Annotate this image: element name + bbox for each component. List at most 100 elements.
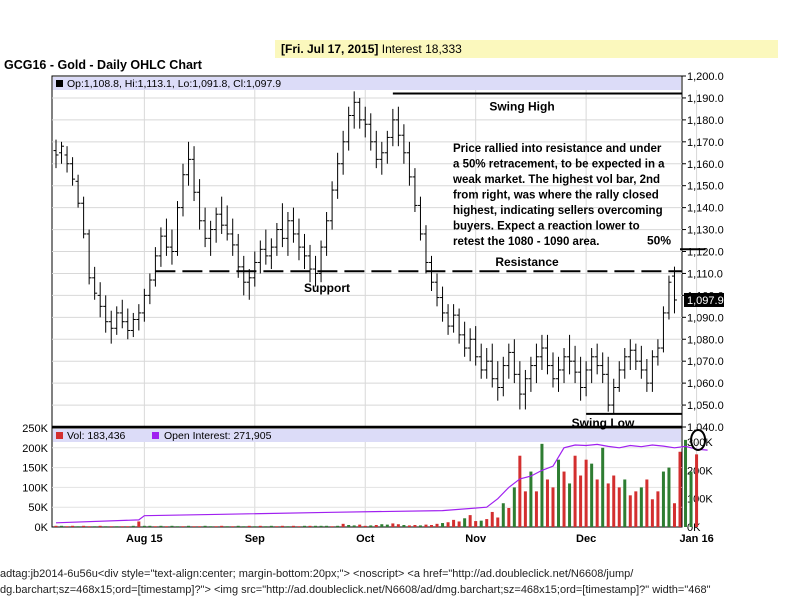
- header-interest-value: 18,333: [425, 42, 462, 56]
- volume-bar: [253, 526, 257, 527]
- volume-bar: [336, 525, 340, 527]
- price-tick-label: 1,130.0: [687, 225, 724, 237]
- volume-bar: [584, 459, 588, 527]
- volume-tick-label: 200K: [22, 443, 48, 455]
- volume-bar: [568, 483, 572, 527]
- volume-bar: [512, 487, 516, 527]
- volume-bar: [435, 523, 439, 527]
- ohlc-chart: 1,040.01,050.01,060.01,070.01,080.01,090…: [22, 71, 724, 545]
- volume-bar: [650, 499, 654, 527]
- volume-bar: [120, 526, 124, 527]
- volume-bar: [490, 511, 494, 527]
- price-tick-label: 1,070.0: [687, 356, 724, 368]
- volume-bar: [192, 526, 196, 527]
- volume-bar: [684, 439, 688, 527]
- swing-low-label: Swing Low: [572, 416, 635, 430]
- volume-bar: [314, 525, 318, 527]
- volume-bar: [601, 447, 605, 527]
- chart-title: GCG16 - Gold - Daily OHLC Chart: [4, 58, 202, 72]
- x-tick-label: Aug 15: [126, 533, 163, 545]
- volume-tick-label: 50K: [28, 502, 48, 514]
- interest-header: [Fri. Jul 17, 2015] Interest 18,333: [275, 40, 778, 58]
- volume-bar: [391, 523, 395, 527]
- volume-bar: [187, 525, 191, 527]
- volume-bar: [413, 525, 417, 527]
- swing-high-label: Swing High: [489, 100, 554, 114]
- volume-bar: [142, 525, 146, 527]
- volume-bar: [540, 443, 544, 527]
- volume-bar: [430, 525, 434, 527]
- volume-bar: [689, 471, 693, 527]
- volume-bar: [54, 525, 58, 527]
- volume-bar: [468, 515, 472, 527]
- volume-bar: [330, 526, 334, 527]
- price-tick-label: 1,060.0: [687, 378, 724, 390]
- volume-bar: [557, 459, 561, 527]
- last-price-tag: [684, 292, 724, 307]
- volume-bar: [325, 525, 329, 527]
- volume-bar: [82, 525, 86, 527]
- volume-bar: [60, 525, 64, 527]
- x-tick-label: Jan 16: [679, 533, 713, 545]
- volume-bar: [308, 525, 312, 527]
- volume-bar: [606, 483, 610, 527]
- volume-bar: [236, 525, 240, 527]
- volume-bar: [175, 526, 179, 527]
- volume-bar: [153, 526, 157, 527]
- volume-bar: [590, 463, 594, 527]
- volume-bar: [181, 526, 185, 527]
- volume-bar: [452, 519, 456, 527]
- x-tick-label: Oct: [356, 533, 375, 545]
- volume-bar: [131, 525, 135, 527]
- price-tick-label: 1,120.0: [687, 247, 724, 259]
- volume-bar: [225, 526, 229, 527]
- volume-bar: [93, 526, 97, 527]
- volume-bar: [396, 524, 400, 527]
- volume-bar: [347, 525, 351, 527]
- volume-bar: [258, 525, 262, 527]
- volume-bar: [352, 525, 356, 527]
- volume-bar: [695, 454, 699, 527]
- volume-bar: [247, 525, 251, 527]
- volume-bar: [198, 526, 202, 527]
- volume-bar: [275, 526, 279, 527]
- volume-bar: [672, 503, 676, 527]
- volume-tick-label: 150K: [22, 463, 48, 475]
- price-tick-label: 1,200.0: [687, 71, 724, 83]
- volume-bar: [579, 475, 583, 527]
- volume-bar: [148, 525, 152, 527]
- volume-bar: [656, 491, 660, 527]
- oi-legend-swatch: [152, 432, 159, 439]
- volume-bar: [65, 526, 69, 527]
- volume-bar: [280, 525, 284, 527]
- volume-bar: [363, 525, 367, 527]
- volume-bar: [369, 525, 373, 527]
- volume-bar: [634, 491, 638, 527]
- commentary-line: weak market. The highest vol bar, 2nd: [452, 174, 660, 186]
- price-tick-label: 1,140.0: [687, 203, 724, 215]
- volume-bar: [209, 526, 213, 527]
- volume-bar: [518, 455, 522, 527]
- ohlc-legend-swatch: [56, 80, 63, 87]
- volume-bar: [507, 507, 511, 527]
- price-tick-label: 1,080.0: [687, 334, 724, 346]
- volume-bar: [407, 525, 411, 527]
- volume-tick-label: 0K: [35, 522, 49, 534]
- volume-bar: [661, 471, 665, 527]
- volume-bar: [98, 525, 102, 527]
- volume-bar: [628, 495, 632, 527]
- open-interest-line: [55, 443, 708, 524]
- ohlc-legend: Op:1,108.8, Hi:1,113.1, Lo:1,091.8, Cl:1…: [67, 78, 281, 90]
- volume-bar: [115, 526, 119, 527]
- volume-bar: [380, 524, 384, 527]
- oi-tick-label: 0K: [687, 522, 701, 534]
- volume-bar: [424, 524, 428, 527]
- volume-bar: [319, 525, 323, 527]
- volume-legend: Vol: 183,436: [67, 430, 126, 442]
- volume-bar: [402, 525, 406, 527]
- volume-bar: [264, 526, 268, 527]
- price-tick-label: 1,090.0: [687, 312, 724, 324]
- volume-bar: [358, 524, 362, 527]
- volume-bar: [678, 451, 682, 527]
- volume-bar: [617, 487, 621, 527]
